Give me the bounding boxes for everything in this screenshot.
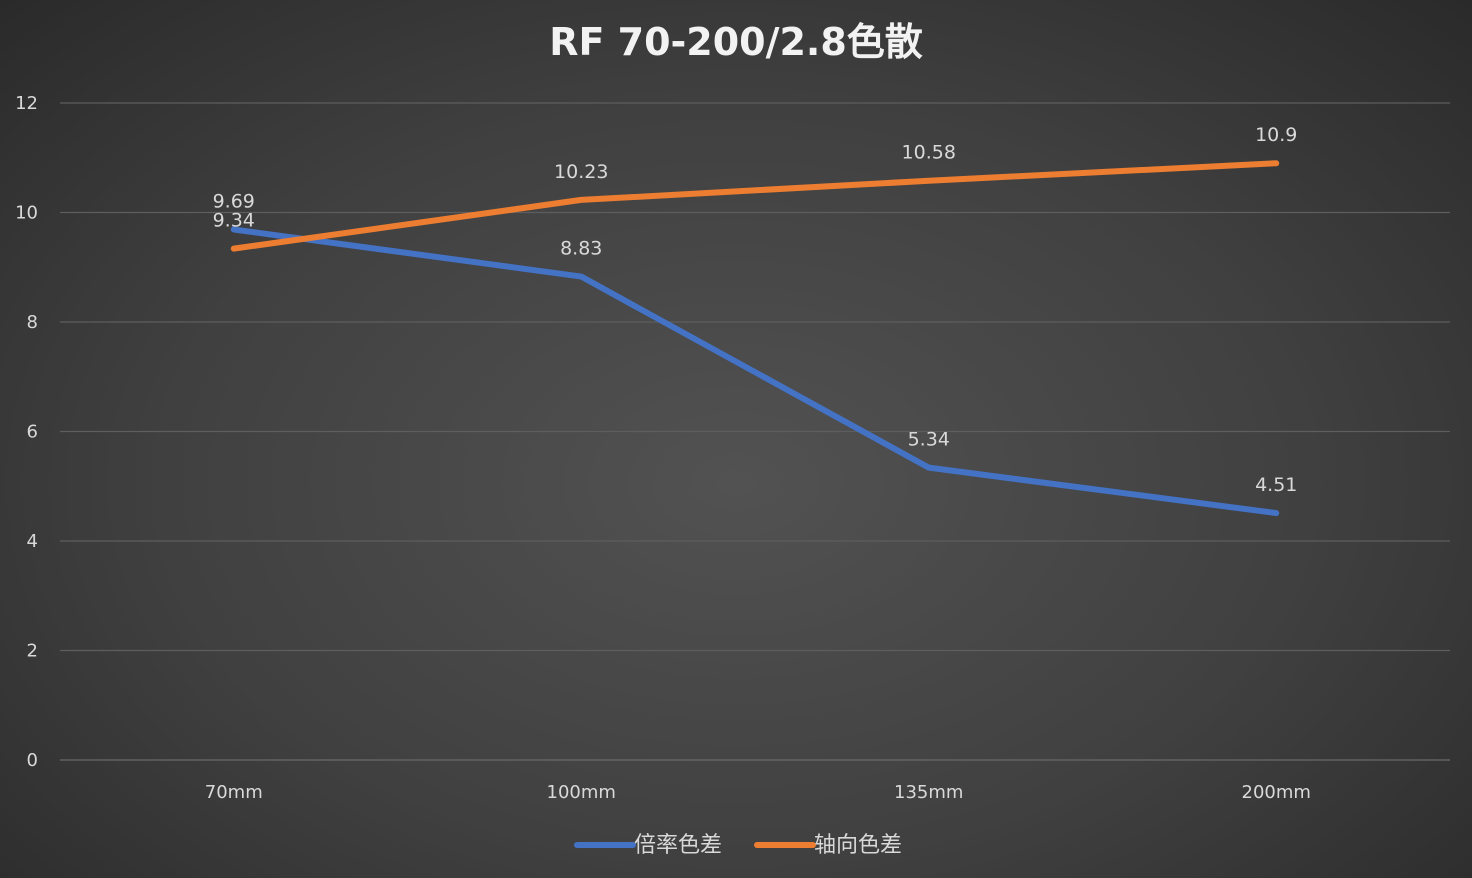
y-tick-label: 6 — [27, 422, 38, 443]
series-line — [230, 160, 1280, 252]
data-label: 10.58 — [902, 142, 956, 164]
y-tick-label: 0 — [27, 750, 38, 771]
data-label: 5.34 — [908, 429, 950, 451]
data-label: 10.9 — [1255, 124, 1297, 146]
y-tick-label: 12 — [15, 93, 38, 114]
y-tick-label: 8 — [27, 312, 38, 333]
y-tick-label: 2 — [27, 641, 38, 662]
x-tick-label: 200mm — [1242, 782, 1311, 803]
y-tick-label: 4 — [27, 531, 38, 552]
data-label: 8.83 — [560, 238, 602, 260]
data-label: 10.23 — [554, 161, 608, 183]
y-tick-label: 10 — [15, 203, 38, 224]
data-label: 4.51 — [1255, 474, 1297, 496]
x-tick-label: 135mm — [894, 782, 963, 803]
legend-label: 轴向色差 — [814, 833, 902, 858]
x-tick-label: 100mm — [547, 782, 616, 803]
series-line — [230, 226, 1280, 517]
data-label: 9.69 — [213, 190, 255, 212]
data-label: 9.34 — [213, 210, 255, 232]
x-tick-label: 70mm — [205, 782, 263, 803]
legend-label: 倍率色差 — [634, 833, 722, 858]
chart-title: RF 70-200/2.8色散 — [549, 20, 923, 64]
